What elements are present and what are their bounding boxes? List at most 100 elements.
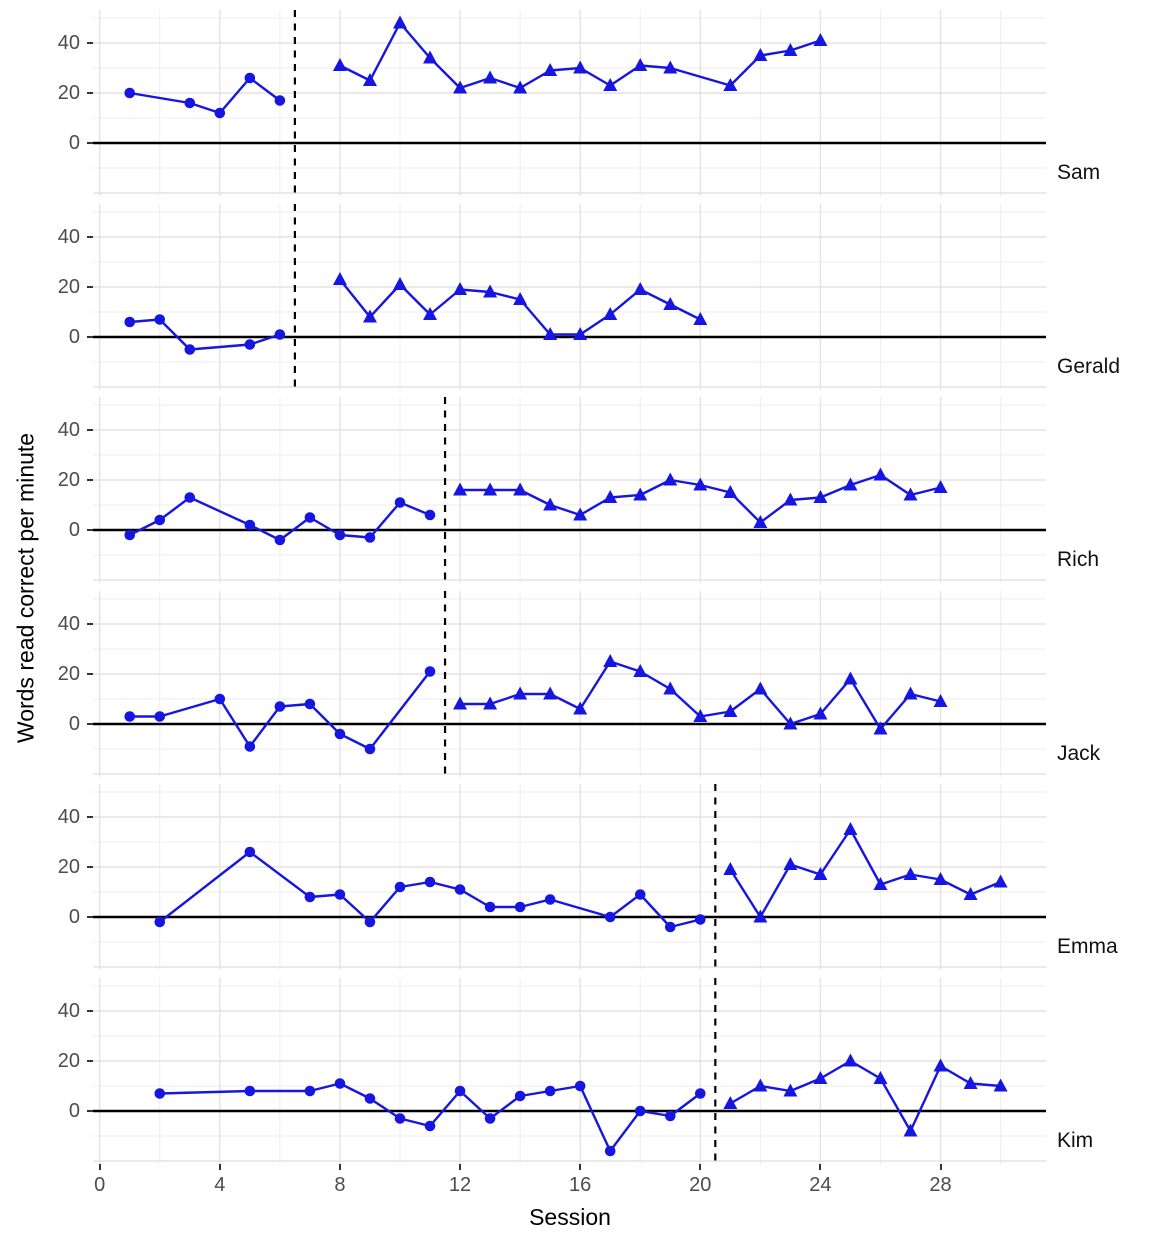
baseline-point-marker bbox=[274, 700, 286, 712]
intervention-point-marker bbox=[423, 306, 438, 320]
intervention-point-marker bbox=[933, 1058, 948, 1072]
baseline-point-marker bbox=[184, 343, 196, 355]
baseline-point-marker bbox=[544, 894, 556, 906]
intervention-point-marker bbox=[362, 73, 377, 86]
intervention-point-marker bbox=[783, 43, 798, 56]
intervention-point-marker bbox=[993, 1078, 1008, 1092]
intervention-point-marker bbox=[843, 671, 858, 685]
intervention-point-marker bbox=[753, 515, 768, 529]
intervention-point-marker bbox=[933, 693, 948, 707]
intervention-point-marker bbox=[362, 309, 377, 323]
intervention-point-marker bbox=[813, 706, 828, 720]
intervention-point-marker bbox=[543, 686, 558, 700]
intervention-point-marker bbox=[843, 1053, 858, 1067]
x-tick-label: 0 bbox=[94, 1174, 106, 1196]
intervention-point-marker bbox=[453, 696, 468, 710]
y-tick-label: 20 bbox=[57, 469, 80, 492]
intervention-point-marker bbox=[873, 877, 888, 891]
panel-rich bbox=[93, 397, 1046, 584]
baseline-point-marker bbox=[424, 509, 436, 521]
y-tick-label: 0 bbox=[68, 519, 80, 542]
y-tick-label: 20 bbox=[57, 856, 80, 879]
intervention-point-marker bbox=[813, 33, 828, 46]
baseline-line bbox=[158, 1082, 702, 1153]
x-tick-mark bbox=[338, 1164, 341, 1170]
baseline-point-marker bbox=[124, 87, 136, 99]
x-tick-label: 16 bbox=[569, 1174, 592, 1196]
intervention-point-marker bbox=[783, 492, 798, 506]
intervention-point-marker bbox=[603, 490, 618, 504]
panel-plot-emma bbox=[93, 784, 1046, 971]
intervention-point-marker bbox=[453, 80, 468, 94]
y-tick-mark bbox=[87, 92, 93, 94]
intervention-point-marker bbox=[573, 507, 588, 521]
baseline-point-marker bbox=[244, 72, 256, 84]
intervention-point-marker bbox=[723, 78, 738, 91]
y-tick-label: 20 bbox=[57, 1050, 80, 1072]
baseline-point-marker bbox=[544, 1085, 556, 1097]
baseline-point-marker bbox=[394, 1113, 406, 1124]
baseline-point-marker bbox=[184, 97, 196, 109]
intervention-point-marker bbox=[423, 50, 438, 64]
panel-plot-rich bbox=[93, 397, 1046, 584]
intervention-point-marker bbox=[513, 291, 528, 305]
baseline-point-marker bbox=[304, 698, 316, 710]
intervention-point-marker bbox=[813, 867, 828, 881]
intervention-point-marker bbox=[663, 681, 678, 695]
intervention-point-marker bbox=[933, 872, 948, 886]
baseline-point-marker bbox=[664, 922, 676, 933]
y-tick-mark bbox=[87, 722, 93, 725]
intervention-point-marker bbox=[453, 281, 468, 295]
intervention-point-marker bbox=[693, 477, 708, 491]
x-tick-mark bbox=[218, 1164, 221, 1170]
facet-label-kim: Kim bbox=[1057, 1129, 1094, 1152]
intervention-point-marker bbox=[483, 696, 498, 710]
baseline-point-marker bbox=[274, 95, 286, 106]
baseline-point-marker bbox=[304, 1085, 316, 1097]
x-tick-mark bbox=[579, 1164, 582, 1170]
baseline-point-marker bbox=[604, 912, 616, 923]
baseline-point-marker bbox=[154, 710, 166, 722]
intervention-point-marker bbox=[453, 482, 468, 496]
intervention-point-marker bbox=[903, 487, 918, 501]
intervention-point-marker bbox=[603, 306, 618, 320]
baseline-point-marker bbox=[454, 884, 466, 896]
baseline-point-marker bbox=[394, 497, 406, 508]
baseline-point-marker bbox=[184, 492, 196, 503]
y-tick-label: 0 bbox=[68, 906, 80, 929]
baseline-point-marker bbox=[514, 902, 526, 913]
y-tick-mark bbox=[87, 529, 93, 532]
intervention-point-marker bbox=[753, 681, 768, 695]
baseline-point-marker bbox=[364, 1093, 376, 1104]
baseline-point-marker bbox=[634, 889, 646, 901]
x-tick-label: 8 bbox=[334, 1174, 346, 1196]
y-tick-label: 40 bbox=[57, 806, 80, 829]
x-tick-label: 20 bbox=[689, 1174, 712, 1196]
intervention-point-marker bbox=[513, 482, 528, 496]
intervention-point-marker bbox=[573, 326, 588, 340]
intervention-point-marker bbox=[963, 887, 978, 901]
baseline-line bbox=[158, 851, 702, 929]
intervention-point-marker bbox=[483, 284, 498, 298]
x-tick-mark bbox=[939, 1164, 942, 1170]
intervention-point-marker bbox=[663, 472, 678, 486]
intervention-point-marker bbox=[633, 281, 648, 295]
facet-label-emma: Emma bbox=[1057, 935, 1118, 959]
y-tick-mark bbox=[87, 479, 93, 482]
facet-label-sam: Sam bbox=[1057, 161, 1101, 184]
baseline-point-marker bbox=[514, 1090, 526, 1102]
intervention-point-marker bbox=[843, 477, 858, 491]
intervention-point-marker bbox=[573, 60, 588, 74]
baseline-point-marker bbox=[634, 1105, 646, 1117]
intervention-point-marker bbox=[332, 58, 347, 71]
y-tick-label: 20 bbox=[57, 82, 80, 104]
panel-plot-gerald bbox=[93, 203, 1046, 390]
y-tick-mark bbox=[87, 1110, 93, 1112]
x-tick-mark bbox=[459, 1164, 462, 1170]
baseline-point-marker bbox=[424, 1120, 436, 1132]
baseline-point-marker bbox=[695, 914, 706, 926]
baseline-point-marker bbox=[364, 532, 376, 543]
intervention-point-marker bbox=[753, 1078, 768, 1092]
intervention-point-marker bbox=[723, 1096, 738, 1109]
y-tick-label: 0 bbox=[68, 132, 80, 154]
